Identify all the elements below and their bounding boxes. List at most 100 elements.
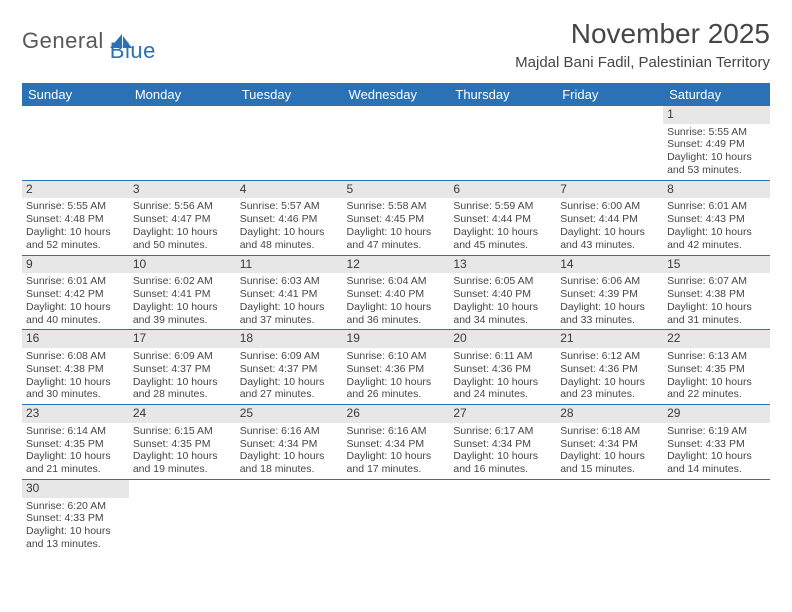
sunset-text: Sunset: 4:36 PM xyxy=(560,363,659,376)
day-number: 24 xyxy=(133,406,232,422)
daylight-text: Daylight: 10 hours xyxy=(453,450,552,463)
calendar-table: Sunday Monday Tuesday Wednesday Thursday… xyxy=(22,83,770,554)
day-number: 10 xyxy=(133,257,232,273)
day-number-bar: 4 xyxy=(236,181,343,199)
day-number-bar: 6 xyxy=(449,181,556,199)
daylight-text: and 19 minutes. xyxy=(133,463,232,476)
daylight-text: Daylight: 10 hours xyxy=(560,450,659,463)
sunrise-text: Sunrise: 6:09 AM xyxy=(133,350,232,363)
calendar-day-cell: 5Sunrise: 5:58 AMSunset: 4:45 PMDaylight… xyxy=(343,180,450,255)
day-number-bar: 11 xyxy=(236,256,343,274)
daylight-text: and 47 minutes. xyxy=(347,239,446,252)
sunrise-text: Sunrise: 6:09 AM xyxy=(240,350,339,363)
sunset-text: Sunset: 4:38 PM xyxy=(667,288,766,301)
sunrise-text: Sunrise: 5:57 AM xyxy=(240,200,339,213)
day-number: 3 xyxy=(133,182,232,198)
day-number: 11 xyxy=(240,257,339,273)
daylight-text: Daylight: 10 hours xyxy=(667,450,766,463)
sunset-text: Sunset: 4:48 PM xyxy=(26,213,125,226)
calendar-day-cell xyxy=(129,106,236,180)
calendar-week-row: 1Sunrise: 5:55 AMSunset: 4:49 PMDaylight… xyxy=(22,106,770,180)
day-number: 17 xyxy=(133,331,232,347)
daylight-text: Daylight: 10 hours xyxy=(26,301,125,314)
calendar-day-cell: 21Sunrise: 6:12 AMSunset: 4:36 PMDayligh… xyxy=(556,330,663,405)
daylight-text: Daylight: 10 hours xyxy=(240,226,339,239)
daylight-text: and 18 minutes. xyxy=(240,463,339,476)
daylight-text: Daylight: 10 hours xyxy=(26,226,125,239)
sunset-text: Sunset: 4:40 PM xyxy=(453,288,552,301)
sunset-text: Sunset: 4:36 PM xyxy=(347,363,446,376)
day-number-bar: 10 xyxy=(129,256,236,274)
day-number: 7 xyxy=(560,182,659,198)
calendar-day-cell: 29Sunrise: 6:19 AMSunset: 4:33 PMDayligh… xyxy=(663,405,770,480)
col-thursday: Thursday xyxy=(449,83,556,106)
daylight-text: and 31 minutes. xyxy=(667,314,766,327)
sunrise-text: Sunrise: 6:16 AM xyxy=(240,425,339,438)
sunrise-text: Sunrise: 6:18 AM xyxy=(560,425,659,438)
day-number: 19 xyxy=(347,331,446,347)
day-number-bar: 26 xyxy=(343,405,450,423)
day-number-bar: 27 xyxy=(449,405,556,423)
day-number: 15 xyxy=(667,257,766,273)
calendar-week-row: 30Sunrise: 6:20 AMSunset: 4:33 PMDayligh… xyxy=(22,480,770,554)
calendar-day-cell: 15Sunrise: 6:07 AMSunset: 4:38 PMDayligh… xyxy=(663,255,770,330)
location-subtitle: Majdal Bani Fadil, Palestinian Territory xyxy=(515,54,770,71)
day-number: 22 xyxy=(667,331,766,347)
daylight-text: and 40 minutes. xyxy=(26,314,125,327)
day-number-bar: 24 xyxy=(129,405,236,423)
daylight-text: Daylight: 10 hours xyxy=(667,376,766,389)
day-number-bar: 17 xyxy=(129,330,236,348)
daylight-text: Daylight: 10 hours xyxy=(133,450,232,463)
day-number: 8 xyxy=(667,182,766,198)
day-number: 16 xyxy=(26,331,125,347)
sunrise-text: Sunrise: 6:19 AM xyxy=(667,425,766,438)
calendar-day-cell: 13Sunrise: 6:05 AMSunset: 4:40 PMDayligh… xyxy=(449,255,556,330)
sunset-text: Sunset: 4:40 PM xyxy=(347,288,446,301)
sunset-text: Sunset: 4:41 PM xyxy=(240,288,339,301)
day-number-bar: 23 xyxy=(22,405,129,423)
sunset-text: Sunset: 4:39 PM xyxy=(560,288,659,301)
sunset-text: Sunset: 4:33 PM xyxy=(667,438,766,451)
sunrise-text: Sunrise: 6:01 AM xyxy=(667,200,766,213)
sunset-text: Sunset: 4:44 PM xyxy=(560,213,659,226)
calendar-day-cell: 16Sunrise: 6:08 AMSunset: 4:38 PMDayligh… xyxy=(22,330,129,405)
calendar-day-cell: 20Sunrise: 6:11 AMSunset: 4:36 PMDayligh… xyxy=(449,330,556,405)
day-number: 9 xyxy=(26,257,125,273)
calendar-day-cell: 9Sunrise: 6:01 AMSunset: 4:42 PMDaylight… xyxy=(22,255,129,330)
sunset-text: Sunset: 4:45 PM xyxy=(347,213,446,226)
day-number-bar: 12 xyxy=(343,256,450,274)
daylight-text: and 24 minutes. xyxy=(453,388,552,401)
calendar-day-cell xyxy=(343,106,450,180)
sunset-text: Sunset: 4:37 PM xyxy=(240,363,339,376)
weekday-header-row: Sunday Monday Tuesday Wednesday Thursday… xyxy=(22,83,770,106)
sunset-text: Sunset: 4:35 PM xyxy=(667,363,766,376)
sunset-text: Sunset: 4:47 PM xyxy=(133,213,232,226)
day-number-bar: 3 xyxy=(129,181,236,199)
sunset-text: Sunset: 4:34 PM xyxy=(453,438,552,451)
sunset-text: Sunset: 4:36 PM xyxy=(453,363,552,376)
sunrise-text: Sunrise: 6:14 AM xyxy=(26,425,125,438)
daylight-text: Daylight: 10 hours xyxy=(240,376,339,389)
daylight-text: Daylight: 10 hours xyxy=(240,301,339,314)
daylight-text: Daylight: 10 hours xyxy=(453,301,552,314)
calendar-day-cell xyxy=(236,106,343,180)
daylight-text: Daylight: 10 hours xyxy=(133,376,232,389)
calendar-day-cell xyxy=(556,106,663,180)
day-number: 21 xyxy=(560,331,659,347)
calendar-day-cell: 6Sunrise: 5:59 AMSunset: 4:44 PMDaylight… xyxy=(449,180,556,255)
sunset-text: Sunset: 4:43 PM xyxy=(667,213,766,226)
daylight-text: and 36 minutes. xyxy=(347,314,446,327)
sunrise-text: Sunrise: 6:12 AM xyxy=(560,350,659,363)
calendar-day-cell: 22Sunrise: 6:13 AMSunset: 4:35 PMDayligh… xyxy=(663,330,770,405)
sunset-text: Sunset: 4:42 PM xyxy=(26,288,125,301)
sunrise-text: Sunrise: 6:06 AM xyxy=(560,275,659,288)
daylight-text: Daylight: 10 hours xyxy=(667,301,766,314)
calendar-day-cell: 19Sunrise: 6:10 AMSunset: 4:36 PMDayligh… xyxy=(343,330,450,405)
sunrise-text: Sunrise: 6:20 AM xyxy=(26,500,125,513)
daylight-text: Daylight: 10 hours xyxy=(560,301,659,314)
calendar-day-cell: 1Sunrise: 5:55 AMSunset: 4:49 PMDaylight… xyxy=(663,106,770,180)
daylight-text: and 21 minutes. xyxy=(26,463,125,476)
daylight-text: and 50 minutes. xyxy=(133,239,232,252)
daylight-text: Daylight: 10 hours xyxy=(347,450,446,463)
col-wednesday: Wednesday xyxy=(343,83,450,106)
